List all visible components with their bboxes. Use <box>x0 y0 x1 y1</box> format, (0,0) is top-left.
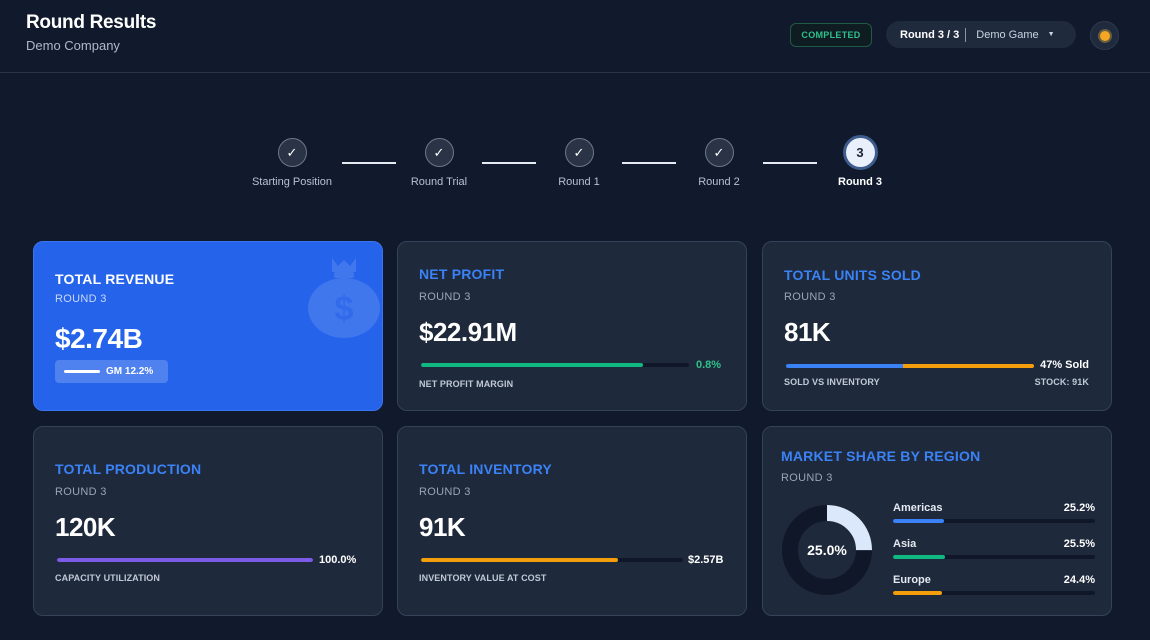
step-starting-position[interactable]: ✓ Starting Position <box>237 138 347 188</box>
stock-label: STOCK: 91K <box>1034 377 1089 387</box>
card-title: TOTAL PRODUCTION <box>55 461 202 477</box>
step-connector <box>763 162 817 164</box>
total-revenue-card: $ TOTAL REVENUE ROUND 3 $2.74B GM 12.2% <box>33 241 383 411</box>
profit-margin-bar-fill <box>421 363 644 367</box>
check-icon: ✓ <box>704 138 734 167</box>
card-value: 81K <box>784 317 831 347</box>
step-label: Round 1 <box>558 176 600 188</box>
card-round: ROUND 3 <box>419 291 471 303</box>
card-caption: CAPACITY UTILIZATION <box>55 573 160 583</box>
region-bar <box>893 555 1095 559</box>
company-name: Demo Company <box>26 38 120 53</box>
step-label: Round 3 <box>838 176 882 188</box>
step-round-trial[interactable]: ✓ Round Trial <box>384 138 494 188</box>
card-round: ROUND 3 <box>781 472 833 484</box>
gm-line <box>64 370 100 373</box>
region-value: 25.5% <box>1063 538 1095 550</box>
capacity-bar-fill <box>57 558 313 562</box>
card-value: 91K <box>419 512 466 542</box>
top-bar: Round Results Demo Company COMPLETED Rou… <box>0 0 1150 73</box>
capacity-value: 100.0% <box>319 554 357 566</box>
step-connector <box>342 162 396 164</box>
step-label: Starting Position <box>251 176 333 188</box>
total-production-card: TOTAL PRODUCTION ROUND 3 120K 100.0% CAP… <box>33 426 383 616</box>
card-value: 120K <box>55 512 116 542</box>
region-bar <box>893 591 1095 595</box>
round-label: Round 3 / 3 <box>900 28 960 41</box>
gross-margin-chip: GM 12.2% <box>55 360 168 383</box>
step-connector <box>482 162 536 164</box>
step-round-1[interactable]: ✓ Round 1 <box>524 138 634 188</box>
step-connector <box>622 162 676 164</box>
check-icon: ✓ <box>564 138 594 167</box>
region-bar <box>893 519 1095 523</box>
total-inventory-card: TOTAL INVENTORY ROUND 3 91K $2.57B INVEN… <box>397 426 747 616</box>
divider <box>965 27 967 42</box>
market-share-donut: 25.0% <box>782 505 872 595</box>
sold-percent: 47% Sold <box>1040 359 1089 371</box>
round-selector[interactable]: Round 3 / 3 Demo Game ▼ <box>886 21 1076 48</box>
total-units-sold-card: TOTAL UNITS SOLD ROUND 3 81K 47% Sold SO… <box>762 241 1112 411</box>
sun-icon <box>1099 30 1110 41</box>
profit-margin-bar <box>421 363 689 367</box>
sold-vs-inventory-bar <box>786 364 1034 368</box>
donut-value: 25.0% <box>807 542 847 558</box>
inventory-value: $2.57B <box>688 554 724 566</box>
region-value: 24.4% <box>1063 574 1095 586</box>
card-value: $22.91M <box>419 317 517 347</box>
gm-label: GM 12.2% <box>106 366 154 377</box>
card-title: NET PROFIT <box>419 266 505 282</box>
check-icon: ✓ <box>424 138 454 167</box>
step-round-3[interactable]: 3 Round 3 <box>805 135 915 188</box>
card-caption: INVENTORY VALUE AT COST <box>419 573 547 583</box>
inventory-segment <box>902 364 1034 368</box>
region-bar-fill <box>893 519 944 523</box>
card-caption: NET PROFIT MARGIN <box>419 379 514 389</box>
donut-arc <box>782 505 872 595</box>
region-name: Europe <box>893 574 931 586</box>
region-name: Americas <box>893 502 943 514</box>
caret-down-icon: ▼ <box>1047 31 1055 38</box>
card-caption: SOLD VS INVENTORY <box>784 377 880 387</box>
profit-margin-value: 0.8% <box>696 359 722 371</box>
region-bar-fill <box>893 591 943 595</box>
card-title: TOTAL REVENUE <box>55 271 175 287</box>
step-label: Round 2 <box>698 176 740 188</box>
card-value: $2.74B <box>55 323 143 354</box>
market-share-card: MARKET SHARE BY REGION ROUND 3 25.0% Ame… <box>762 426 1112 616</box>
region-name: Asia <box>893 538 917 550</box>
card-title: TOTAL INVENTORY <box>419 461 552 477</box>
card-round: ROUND 3 <box>55 293 107 305</box>
game-label: Demo Game <box>976 28 1039 41</box>
status-badge: COMPLETED <box>790 23 872 47</box>
theme-toggle-button[interactable] <box>1090 21 1119 50</box>
inventory-value-bar-fill <box>421 558 618 562</box>
step-label: Round Trial <box>410 176 468 188</box>
inventory-value-bar <box>421 558 683 562</box>
step-number: 3 <box>842 135 878 170</box>
money-bag-icon: $ <box>308 258 380 338</box>
card-round: ROUND 3 <box>419 486 471 498</box>
card-round: ROUND 3 <box>784 291 836 303</box>
step-round-2[interactable]: ✓ Round 2 <box>664 138 774 188</box>
svg-text:$: $ <box>335 290 354 328</box>
card-round: ROUND 3 <box>55 486 107 498</box>
check-icon: ✓ <box>277 138 307 167</box>
region-value: 25.2% <box>1063 502 1095 514</box>
net-profit-card: NET PROFIT ROUND 3 $22.91M 0.8% NET PROF… <box>397 241 747 411</box>
capacity-bar <box>57 558 313 562</box>
page-title: Round Results <box>26 12 157 33</box>
sold-segment <box>786 364 903 368</box>
card-title: MARKET SHARE BY REGION <box>781 448 981 464</box>
card-title: TOTAL UNITS SOLD <box>784 267 921 283</box>
region-bar-fill <box>893 555 945 559</box>
